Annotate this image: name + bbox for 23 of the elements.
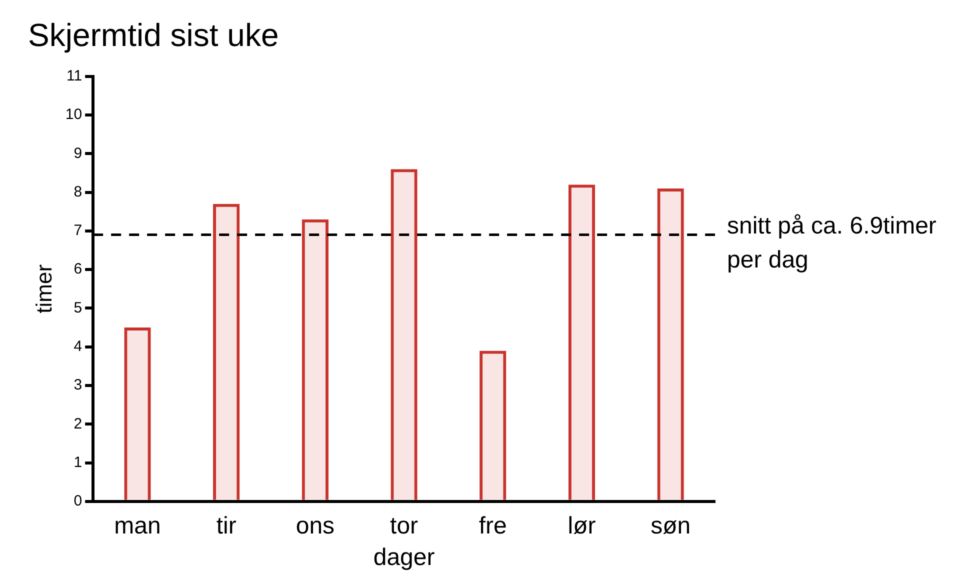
y-tick-label: 8 xyxy=(74,183,82,200)
y-tick-label: 10 xyxy=(65,106,82,124)
y-axis-title: timer xyxy=(31,264,56,314)
x-tick-label: ons xyxy=(296,512,335,540)
y-tick-label: 6 xyxy=(74,260,82,278)
y-tick-label: 11 xyxy=(66,68,82,85)
y-tick-label: 7 xyxy=(74,222,82,240)
ref-line-label: snitt på ca. 6.9timer per dag xyxy=(727,212,936,274)
y-tick-label: 5 xyxy=(74,299,82,316)
x-tick-label: lør xyxy=(568,512,596,540)
y-tick-label: 1 xyxy=(74,454,82,471)
x-axis-title: dager xyxy=(373,544,435,572)
x-tick-label: tir xyxy=(216,512,236,540)
x-tick-label: fre xyxy=(478,512,507,540)
x-tick-label: søn xyxy=(650,512,691,540)
chart-title: Skjermtid sist uke xyxy=(28,17,279,54)
y-tick-label: 2 xyxy=(74,415,82,432)
y-tick-label: 0 xyxy=(74,492,82,510)
y-tick-label: 3 xyxy=(74,376,82,394)
y-tick-label: 9 xyxy=(74,144,82,162)
x-tick-label: tor xyxy=(390,512,418,540)
x-tick-label: man xyxy=(114,512,161,540)
y-tick-label: 4 xyxy=(74,338,82,355)
